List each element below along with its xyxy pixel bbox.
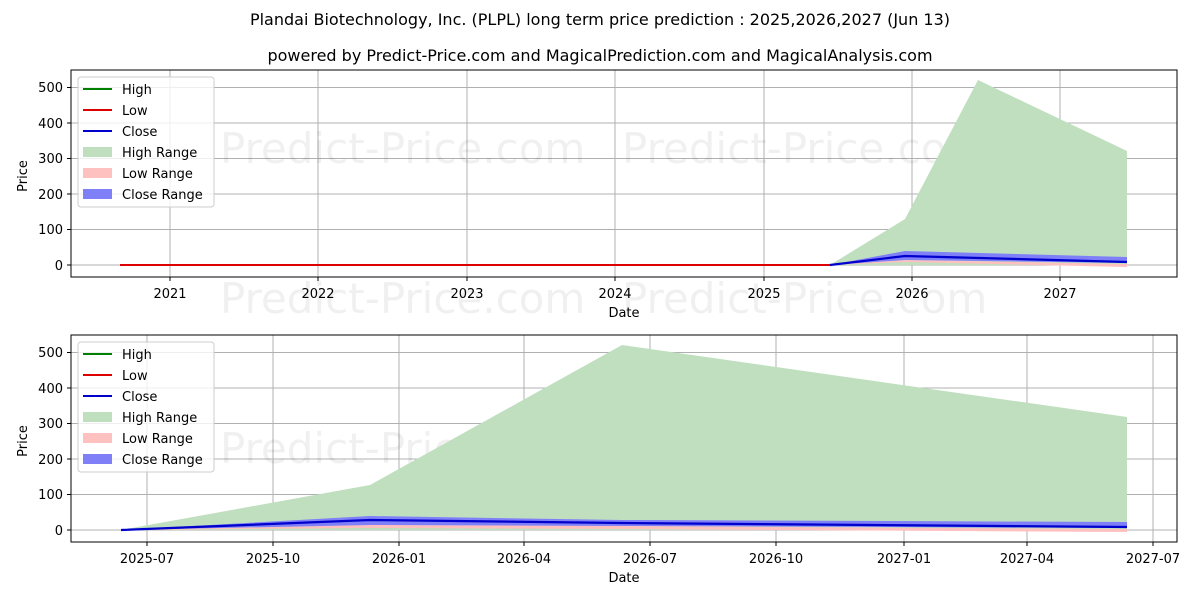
top-close-line — [829, 254, 1128, 267]
legend-label: High Range — [122, 411, 197, 426]
y-axis-label: Price — [16, 160, 31, 192]
y-tick-label: 200 — [38, 188, 63, 203]
y-tick-label: 400 — [38, 117, 63, 132]
y-tick-label: 300 — [38, 152, 63, 167]
legend-low-range-swatch — [83, 433, 112, 443]
x-tick-label: 2026-04 — [497, 552, 551, 567]
x-tick-label: 2027-07 — [1126, 552, 1180, 567]
top-legend: High Low Close High Range Low Range Clos… — [77, 76, 215, 208]
top-high-range-area — [830, 80, 1127, 265]
x-tick-label: 2025-10 — [246, 552, 300, 567]
y-tick-label: 500 — [38, 81, 63, 96]
x-tick-label: 2024 — [598, 287, 631, 302]
bottom-x-ticks — [146, 542, 1154, 546]
bottom-legend: High Low Close High Range Low Range Clos… — [77, 341, 215, 473]
y-tick-label: 100 — [38, 488, 63, 503]
y-tick-label: 100 — [38, 223, 63, 238]
y-tick-label: 400 — [38, 382, 63, 397]
legend-label: Low Range — [122, 167, 193, 182]
y-axis-label: Price — [16, 425, 31, 457]
y-tick-label: 200 — [38, 453, 63, 468]
legend-label: Close Range — [122, 453, 203, 468]
legend-label: Close — [122, 390, 157, 405]
bottom-y-ticks — [67, 352, 71, 531]
legend-label: Low — [122, 369, 148, 384]
bottom-axes-frame — [70, 334, 1178, 543]
top-low-range-area — [830, 260, 1127, 267]
legend-label: Low Range — [122, 432, 193, 447]
top-chart: Predict-Price.com Predict-Price.com Pred… — [16, 69, 1178, 323]
top-y-ticks — [67, 87, 71, 266]
x-axis-label: Date — [608, 306, 639, 321]
x-tick-label: 2027 — [1043, 287, 1076, 302]
legend-label: Close Range — [122, 188, 203, 203]
legend-label: Low — [122, 104, 148, 119]
bottom-high-range-area — [121, 345, 1127, 530]
legend-label: Close — [122, 125, 157, 140]
bottom-chart: Predict-Price.com Predict-Price.com 0 10… — [16, 334, 1180, 586]
watermark: Predict-Price.com — [622, 124, 987, 173]
legend-high-range-swatch — [83, 147, 112, 157]
legend-close-range-swatch — [83, 454, 112, 464]
x-tick-label: 2026 — [895, 287, 928, 302]
legend-label: High — [122, 83, 152, 98]
x-tick-label: 2026-10 — [749, 552, 803, 567]
x-tick-label: 2027-04 — [1000, 552, 1054, 567]
watermark: Predict-Price.com — [622, 274, 987, 323]
y-tick-label: 0 — [55, 259, 63, 274]
legend-close-range-swatch — [83, 189, 112, 199]
legend-high-range-swatch — [83, 412, 112, 422]
x-tick-label: 2026-07 — [623, 552, 677, 567]
x-tick-label: 2027-01 — [877, 552, 931, 567]
x-tick-label: 2022 — [301, 287, 334, 302]
bottom-low-range-area — [121, 525, 1127, 532]
chart-subtitle: powered by Predict-Price.com and Magical… — [267, 46, 933, 65]
legend-label: High — [122, 348, 152, 363]
watermark: Predict-Price.com — [220, 274, 585, 323]
y-tick-label: 300 — [38, 417, 63, 432]
legend-label: High Range — [122, 146, 197, 161]
x-tick-label: 2021 — [153, 287, 186, 302]
watermark: Predict-Price.com — [220, 124, 585, 173]
legend-low-range-swatch — [83, 168, 112, 178]
x-tick-label: 2025-07 — [120, 552, 174, 567]
top-axes-frame — [70, 69, 1178, 278]
y-tick-label: 0 — [55, 524, 63, 539]
x-tick-label: 2026-01 — [372, 552, 426, 567]
top-x-ticks — [169, 277, 1061, 281]
x-tick-label: 2023 — [450, 287, 483, 302]
x-tick-label: 2025 — [747, 287, 780, 302]
y-tick-label: 500 — [38, 346, 63, 361]
bottom-close-line — [120, 518, 1128, 532]
chart-title: Plandai Biotechnology, Inc. (PLPL) long … — [249, 10, 951, 29]
x-axis-label: Date — [608, 571, 639, 586]
